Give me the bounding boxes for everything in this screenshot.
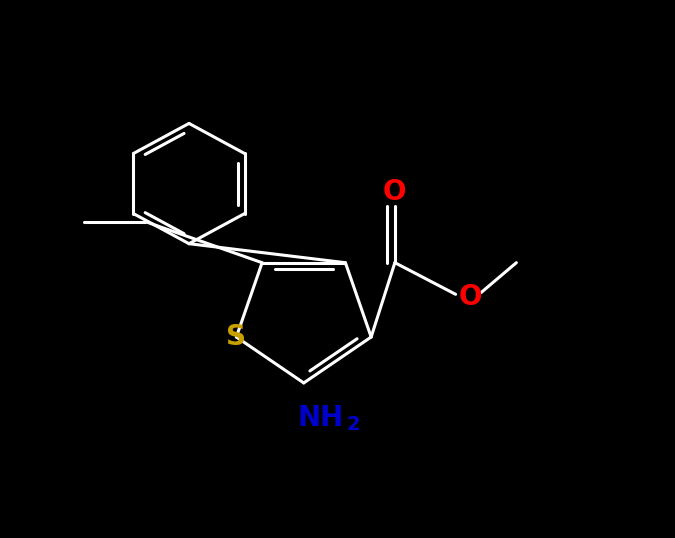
Text: NH: NH [298,404,344,431]
Text: O: O [383,178,406,206]
Text: 2: 2 [346,415,360,434]
Text: S: S [226,323,246,351]
Text: O: O [459,284,482,312]
